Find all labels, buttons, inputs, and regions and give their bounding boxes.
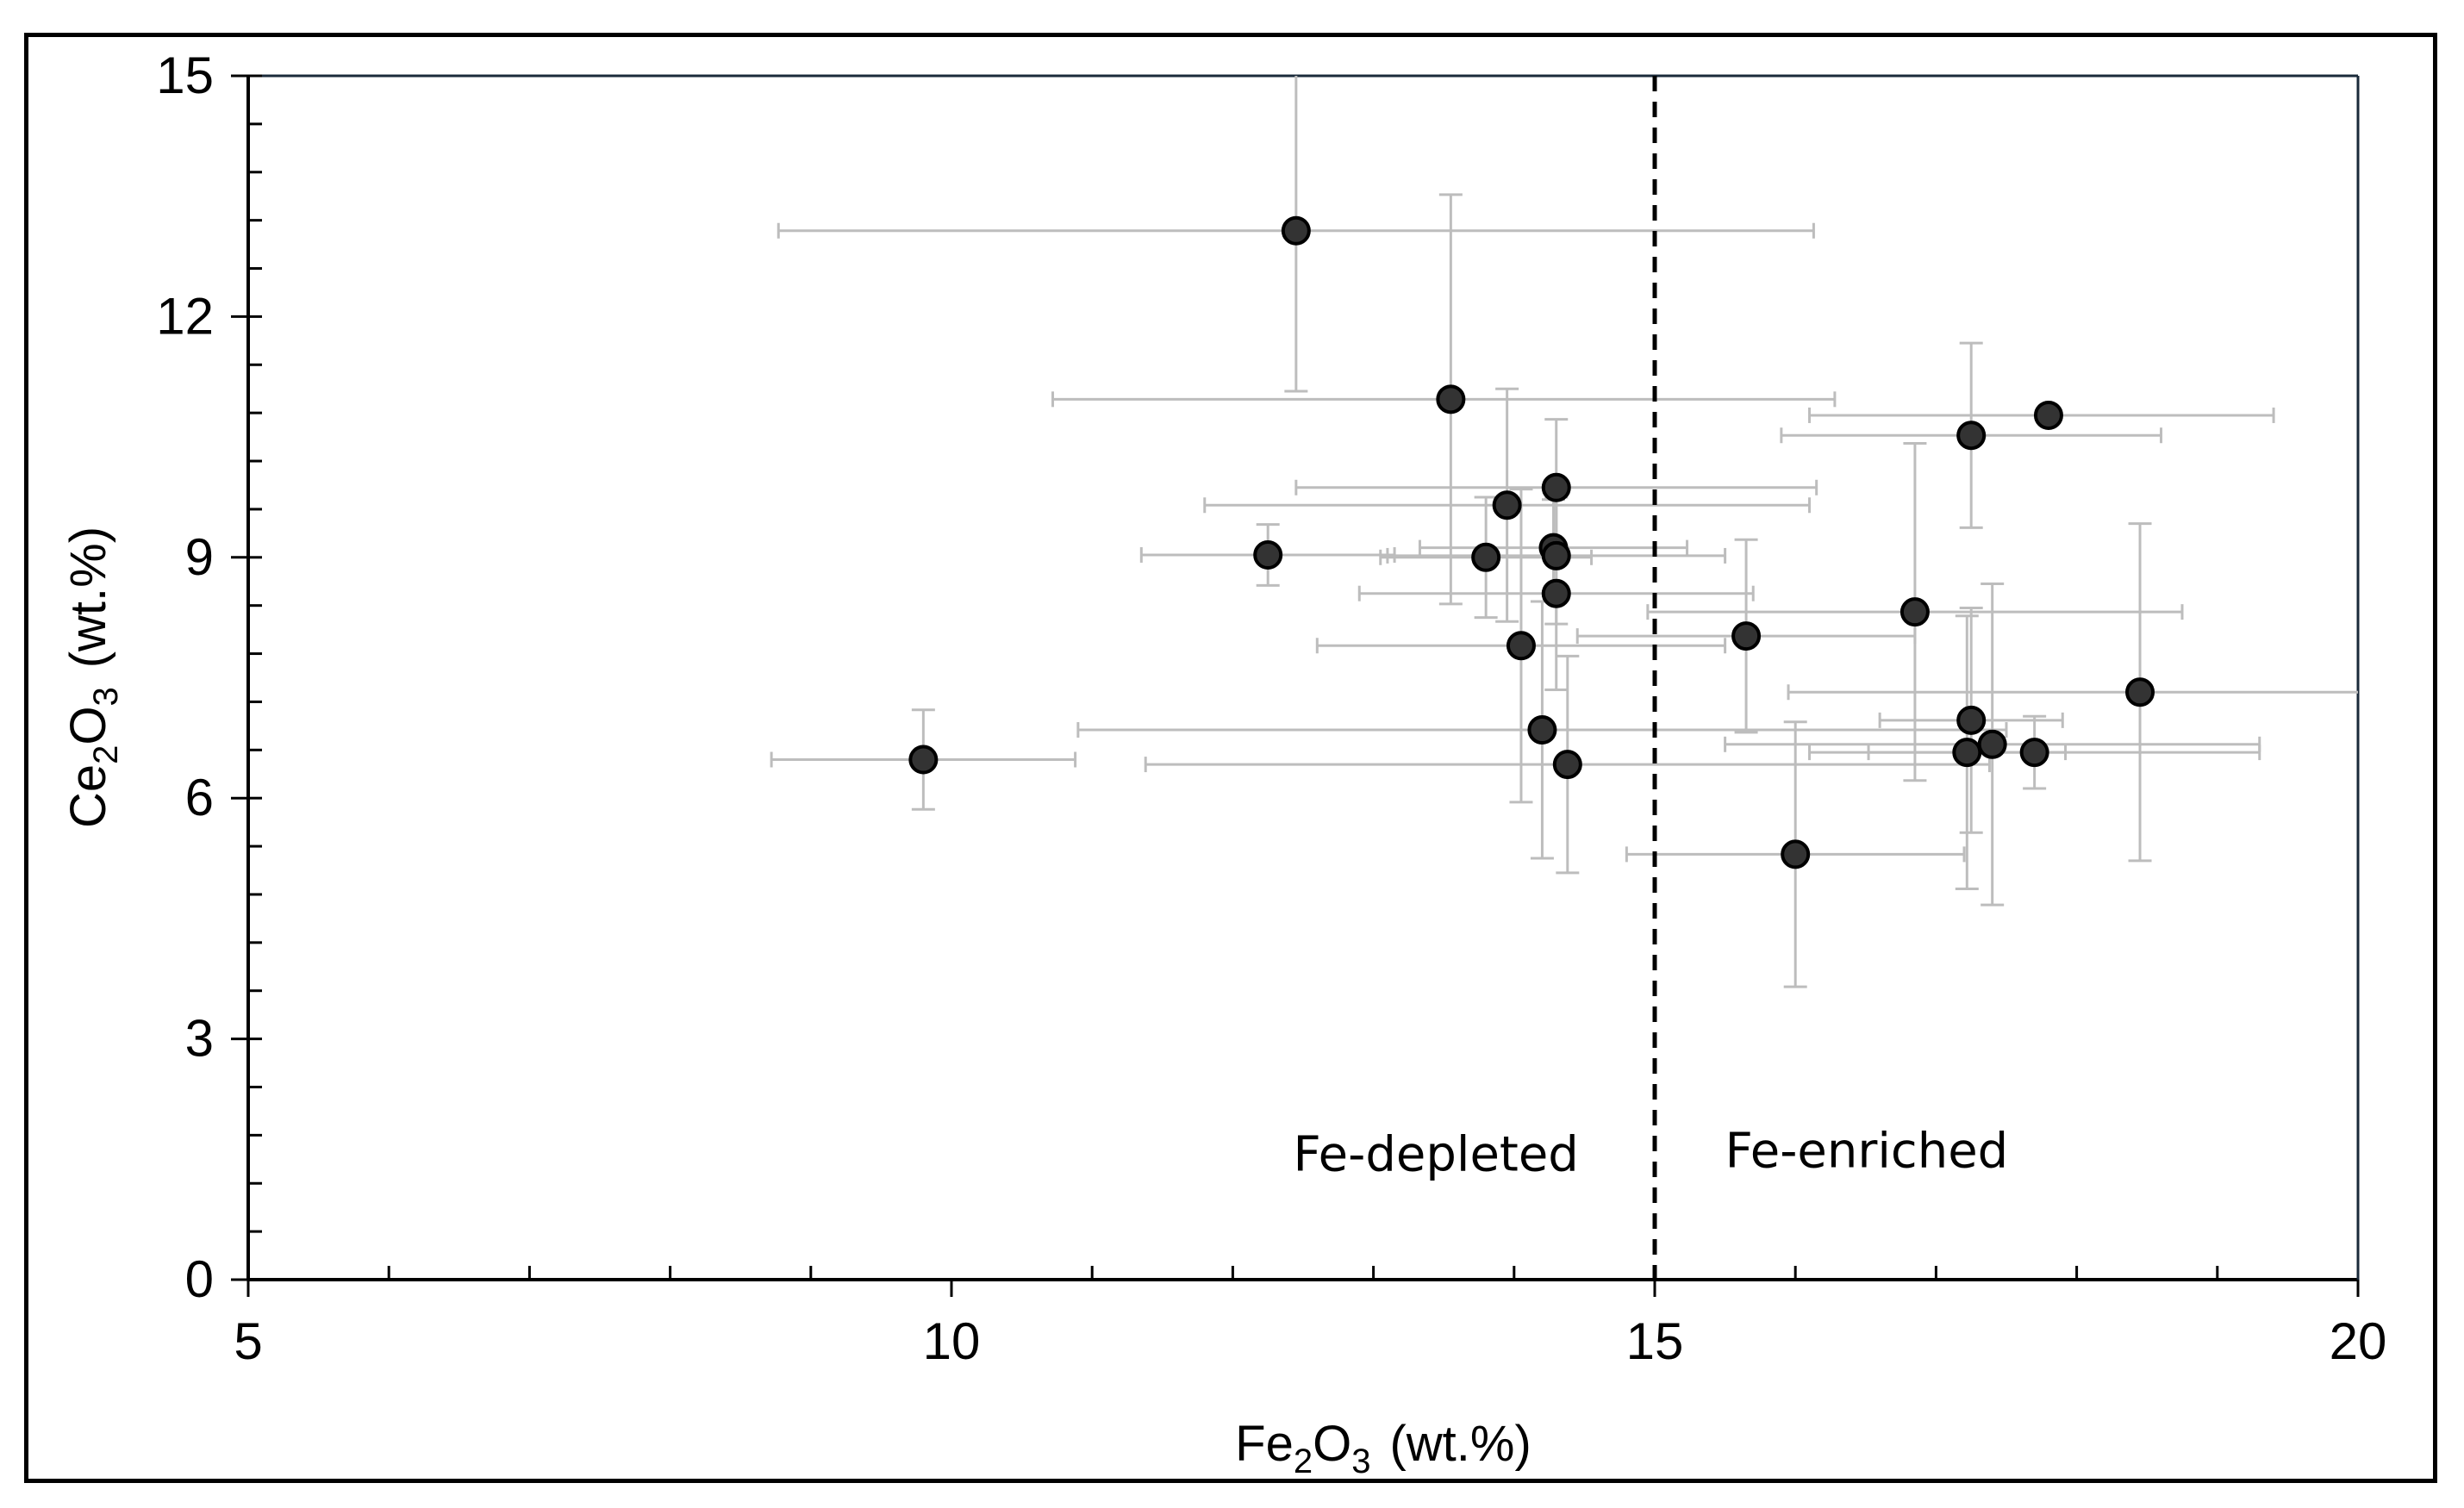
chart-frame: [24, 33, 2437, 1483]
region-label: Fe-enriched: [1725, 1124, 2009, 1180]
data-point: [908, 745, 939, 775]
region-label: Fe-depleted: [1294, 1126, 1579, 1182]
error-bars: [770, 76, 2358, 988]
y-axis-title: Ce2O3(wt.%): [60, 527, 125, 828]
y-tick-label: 12: [156, 287, 214, 345]
data-point: [1952, 738, 1982, 768]
region-annotations: Fe-depleted Fe-enriched: [1294, 1124, 2009, 1183]
data-point: [1541, 578, 1571, 608]
x-tick-label: 5: [234, 1312, 262, 1370]
data-point: [1541, 540, 1571, 570]
data-point: [2125, 677, 2155, 707]
plot-area: [246, 74, 2360, 1281]
data-point: [1281, 215, 1311, 246]
data-point: [1781, 839, 1811, 869]
data-point: [1492, 490, 1522, 520]
x-tick-label: 15: [1626, 1312, 1684, 1370]
x-axis-title: Fe2O3 (wt.%): [1235, 1416, 1531, 1480]
x-tick-label: 10: [923, 1312, 981, 1370]
data-point: [1471, 542, 1501, 572]
y-tick-label: 15: [156, 47, 214, 104]
data-point: [1506, 631, 1536, 661]
data-point: [2019, 738, 2049, 768]
y-tick-label: 0: [185, 1250, 214, 1308]
data-point: [1899, 597, 1930, 627]
data-point: [1552, 750, 1582, 780]
data-point: [2033, 400, 2063, 430]
data-point: [1977, 729, 2007, 759]
data-point: [1541, 472, 1571, 502]
x-tick-label: 20: [2330, 1312, 2387, 1370]
data-point: [1956, 705, 1987, 735]
data-point: [1527, 715, 1557, 745]
data-point: [1731, 621, 1762, 651]
y-tick-label: 9: [185, 528, 214, 586]
data-point: [1436, 384, 1466, 414]
data-point: [1253, 540, 1283, 570]
data-points: [908, 215, 2155, 869]
y-tick-label: 3: [185, 1010, 214, 1068]
data-point: [1956, 421, 1987, 451]
axis-ticks: 5 10 15 20 0 3 6 9 12 15: [156, 47, 2386, 1370]
y-tick-label: 6: [185, 769, 214, 826]
